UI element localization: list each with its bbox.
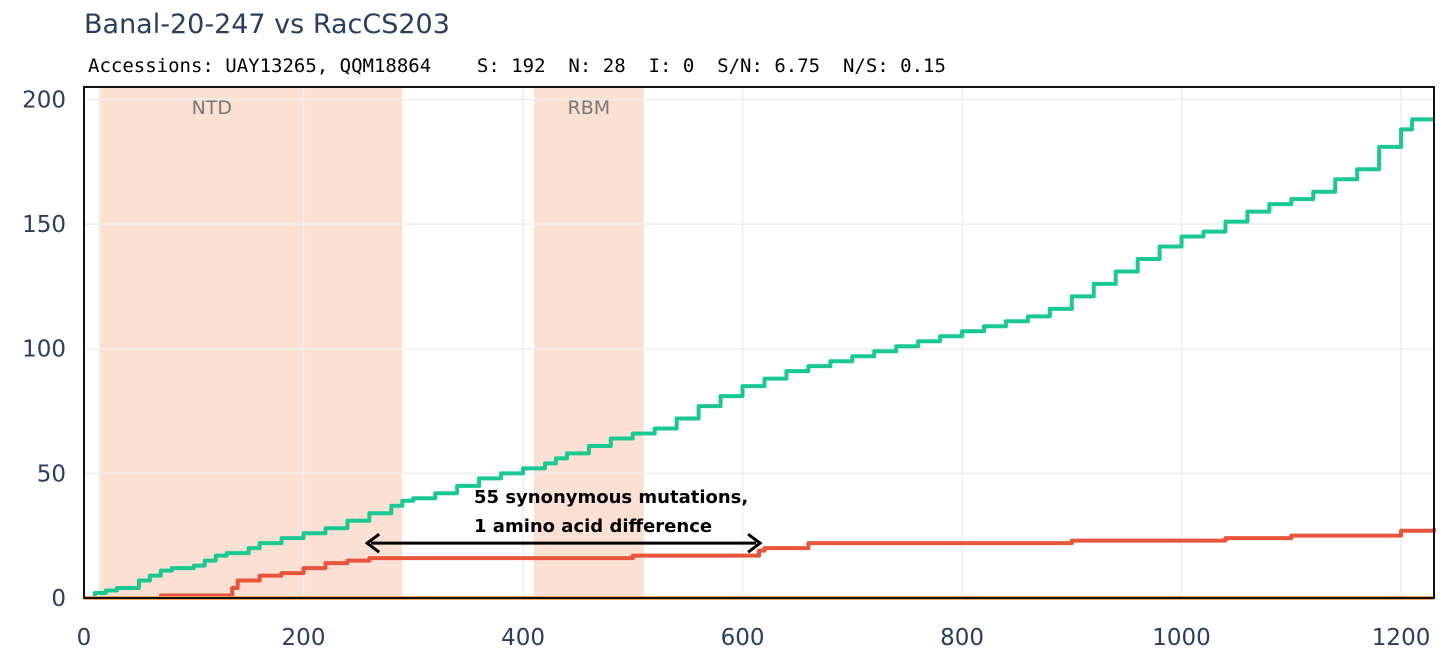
y-tick-label-0: 0 bbox=[51, 586, 66, 612]
chart-title: Banal-20-247 vs RacCS203 bbox=[84, 9, 450, 40]
annotation-arrow-head-right bbox=[747, 532, 763, 554]
y-tick-label-200: 200 bbox=[22, 87, 66, 113]
x-tick-label-1200: 1200 bbox=[1372, 625, 1431, 651]
grid-layer bbox=[84, 87, 1434, 598]
region-label-ntd: NTD bbox=[192, 97, 232, 119]
annotation-arrow-head-left bbox=[364, 532, 381, 554]
region-band-rbm bbox=[534, 87, 644, 598]
x-tick-label-400: 400 bbox=[501, 625, 545, 651]
series-line-1 bbox=[84, 528, 1436, 600]
annotation-text-line-2: 1 amino acid difference bbox=[474, 516, 712, 537]
tick-layer: 0 200 400 600 800 1000 1200 0 50 100 150 200 bbox=[22, 87, 1430, 651]
series-line-0 bbox=[84, 117, 1434, 600]
annotation-text-line-1: 55 synonymous mutations, bbox=[474, 487, 748, 508]
y-tick-label-150: 150 bbox=[22, 212, 66, 238]
chart-subtitle: Accessions: UAY13265, QQM18864 S: 192 N:… bbox=[88, 55, 946, 77]
x-tick-label-0: 0 bbox=[77, 625, 92, 651]
x-tick-label-600: 600 bbox=[721, 625, 765, 651]
x-tick-label-800: 800 bbox=[940, 625, 984, 651]
y-tick-label-50: 50 bbox=[37, 461, 66, 487]
y-tick-label-100: 100 bbox=[22, 337, 66, 363]
x-tick-label-1000: 1000 bbox=[1152, 625, 1211, 651]
region-band-ntd bbox=[99, 87, 403, 598]
x-tick-label-200: 200 bbox=[282, 625, 326, 651]
annotation-layer: 55 synonymous mutations, 1 amino acid dif… bbox=[364, 487, 763, 554]
region-label-rbm: RBM bbox=[568, 97, 611, 119]
region-layer: NTD RBM bbox=[99, 87, 644, 598]
plot-frame bbox=[83, 86, 1435, 599]
